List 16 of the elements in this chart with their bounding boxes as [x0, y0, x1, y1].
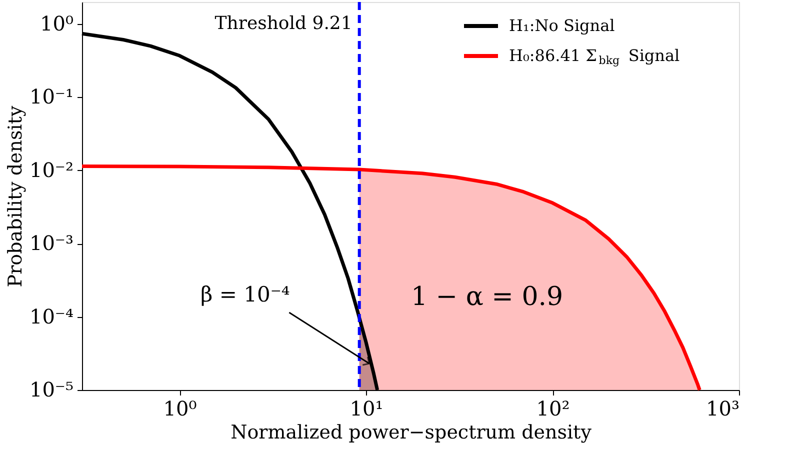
x-axis-title: Normalized power−spectrum density: [230, 422, 592, 444]
y-tick-label: 10⁻⁵: [29, 378, 74, 402]
y-tick-label: 10⁻²: [29, 158, 74, 182]
x-tick-label: 10¹: [350, 396, 384, 420]
x-tick-label: 10³: [706, 396, 740, 420]
y-axis-title: Probability density: [4, 106, 26, 288]
y-tick-label: 10⁻⁴: [29, 304, 74, 328]
annotation: β = 10⁻⁴: [200, 282, 290, 307]
x-tick-label: 10⁰: [163, 396, 197, 420]
y-tick-label: 10⁰: [40, 12, 74, 36]
x-tick-label: 10²: [536, 396, 570, 420]
y-tick-label: 10⁻¹: [29, 84, 74, 109]
y-tick-label: 10⁻³: [29, 231, 74, 256]
annotation: 1 − α = 0.9: [410, 282, 564, 312]
legend-label: H₁:No Signal: [509, 16, 615, 35]
ref-line-label: Threshold 9.21: [214, 13, 352, 34]
